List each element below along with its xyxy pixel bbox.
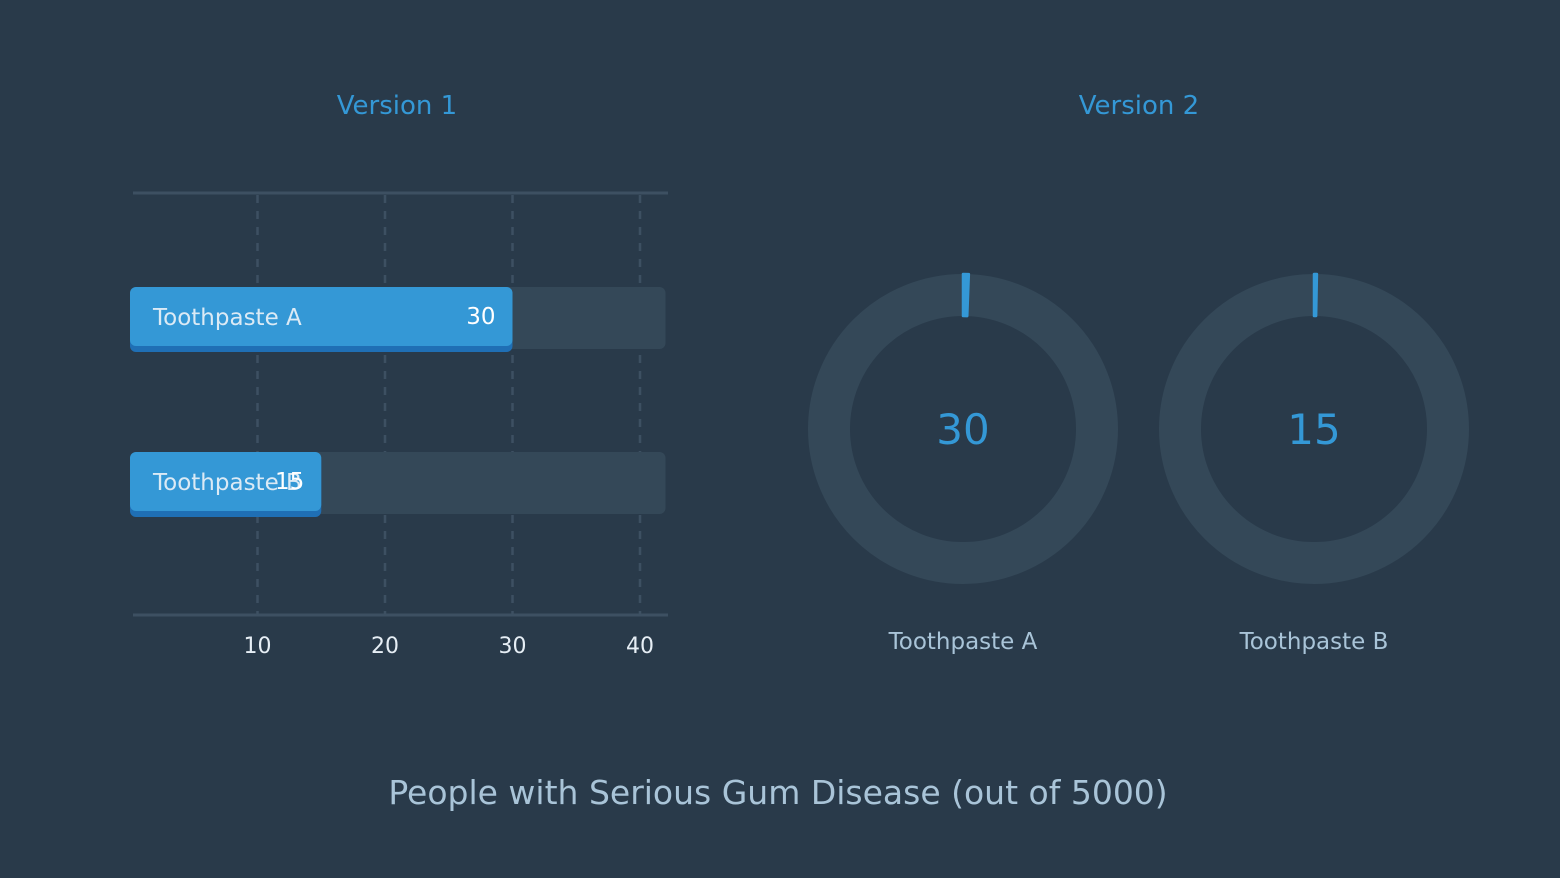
x-tick-label: 30 xyxy=(499,634,527,659)
chart-caption: People with Serious Gum Disease (out of … xyxy=(388,773,1167,812)
x-tick-label: 40 xyxy=(626,634,654,659)
x-tick-label: 10 xyxy=(244,634,272,659)
bar-category-label: Toothpaste A xyxy=(152,305,302,331)
version-1-title: Version 1 xyxy=(337,91,457,121)
bar-value-label: 30 xyxy=(466,304,495,330)
bar xyxy=(130,452,322,511)
bar-value-label: 15 xyxy=(275,469,304,495)
donut-value-label: 15 xyxy=(1287,405,1340,454)
donut-charts-version-2: 30 Toothpaste A 15 Toothpaste B xyxy=(808,272,1469,655)
donut-slice xyxy=(1312,272,1319,318)
version-2-title: Version 2 xyxy=(1079,91,1199,121)
donut-category-label: Toothpaste B xyxy=(1239,629,1389,655)
donut-category-label: Toothpaste A xyxy=(888,629,1038,655)
donut-slice xyxy=(961,272,971,318)
bar-chart-version-1: 10 20 30 40 Toothpaste A 30 Toothpaste B15 xyxy=(130,191,668,659)
x-tick-label: 20 xyxy=(371,634,399,659)
donut-value-label: 30 xyxy=(936,405,989,454)
bar xyxy=(130,287,513,346)
bar-category-label: Toothpaste B xyxy=(152,470,302,496)
